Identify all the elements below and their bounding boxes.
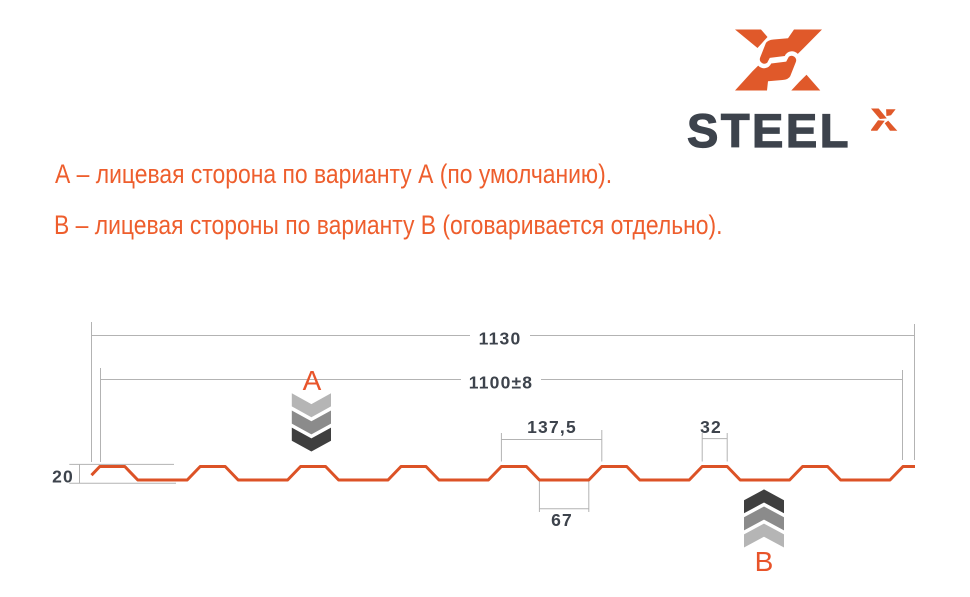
- svg-text:20: 20: [52, 466, 74, 486]
- svg-text:A: A: [303, 365, 322, 396]
- svg-text:1130: 1130: [479, 329, 522, 349]
- svg-text:137,5: 137,5: [527, 417, 577, 437]
- svg-text:1100±8: 1100±8: [469, 373, 534, 393]
- svg-text:32: 32: [700, 417, 722, 437]
- svg-text:B: B: [755, 546, 774, 577]
- svg-text:67: 67: [551, 510, 573, 530]
